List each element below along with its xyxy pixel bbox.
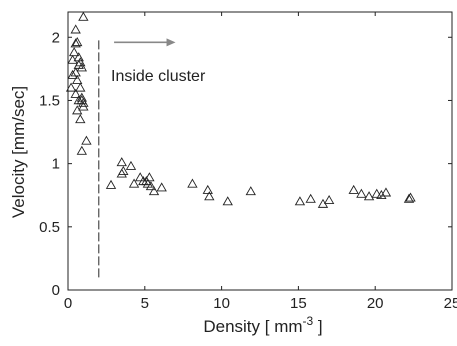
- data-point: [72, 105, 83, 115]
- data-point: [68, 47, 80, 57]
- data-point: [371, 188, 382, 198]
- data-point: [380, 187, 392, 197]
- data-point: [148, 186, 160, 196]
- data-point: [142, 178, 154, 188]
- data-point: [135, 172, 146, 182]
- annotation-layer: Inside cluster: [111, 68, 206, 85]
- data-point: [78, 11, 89, 21]
- inside-cluster-annotation: Inside cluster: [111, 68, 206, 85]
- data-point: [81, 135, 92, 145]
- data-point: [348, 184, 359, 194]
- x-tick-label: 20: [367, 295, 384, 312]
- data-point: [356, 188, 367, 198]
- x-tick-label: 25: [444, 295, 457, 312]
- data-point: [222, 196, 233, 206]
- data-point: [125, 160, 137, 170]
- reference-layer: [98, 38, 176, 278]
- data-point: [105, 179, 117, 189]
- data-point: [70, 88, 81, 98]
- data-point: [75, 114, 86, 124]
- arrow-head: [166, 38, 176, 47]
- data-point: [73, 95, 84, 105]
- y-tick-label: 0.5: [39, 219, 60, 236]
- data-point: [294, 196, 306, 206]
- x-tick-label: 15: [290, 295, 307, 312]
- axes-layer: 0 5 10 15 20 25 0 0.5 1 1.5 2: [39, 11, 457, 312]
- data-point: [67, 69, 78, 79]
- axis-label-layer: Density [ mm-3 ] Velocity [mm/sec]: [9, 86, 323, 336]
- y-tick-label: 1: [52, 156, 60, 173]
- data-point: [204, 191, 215, 201]
- x-tick-label: 10: [213, 295, 230, 312]
- data-point: [72, 37, 83, 47]
- data-point: [245, 186, 256, 196]
- data-point: [323, 194, 335, 205]
- data-point: [70, 24, 81, 34]
- data-point: [72, 74, 83, 84]
- data-point: [78, 97, 89, 107]
- data-point: [305, 193, 316, 203]
- data-point: [363, 191, 375, 201]
- data-point: [70, 38, 81, 48]
- data-point: [76, 62, 87, 72]
- data-point: [128, 178, 140, 188]
- data-point: [376, 189, 387, 199]
- data-point: [116, 157, 127, 167]
- data-point: [145, 181, 157, 191]
- data-point: [67, 54, 78, 64]
- plot-frame: [67, 11, 453, 291]
- x-axis-label-superscript: -3: [303, 314, 314, 328]
- y-tick-label: 1.5: [39, 92, 60, 109]
- data-point: [405, 192, 416, 202]
- data-points-layer: [65, 11, 416, 208]
- y-tick-label: 2: [52, 29, 60, 46]
- x-tick-label: 0: [64, 295, 72, 312]
- y-axis-label: Velocity [mm/sec]: [9, 86, 28, 218]
- y-tick-label: 0: [52, 282, 60, 299]
- data-point: [144, 172, 155, 182]
- x-axis-label: Density [ mm-3 ]: [203, 314, 322, 336]
- x-tick-label: 5: [141, 295, 149, 312]
- data-point: [187, 178, 198, 188]
- data-point: [65, 82, 77, 92]
- data-point: [76, 145, 87, 155]
- data-point: [202, 184, 213, 194]
- data-point: [403, 193, 415, 203]
- data-point: [156, 182, 167, 192]
- data-point: [75, 82, 86, 92]
- data-point: [73, 59, 84, 69]
- data-point: [116, 168, 127, 178]
